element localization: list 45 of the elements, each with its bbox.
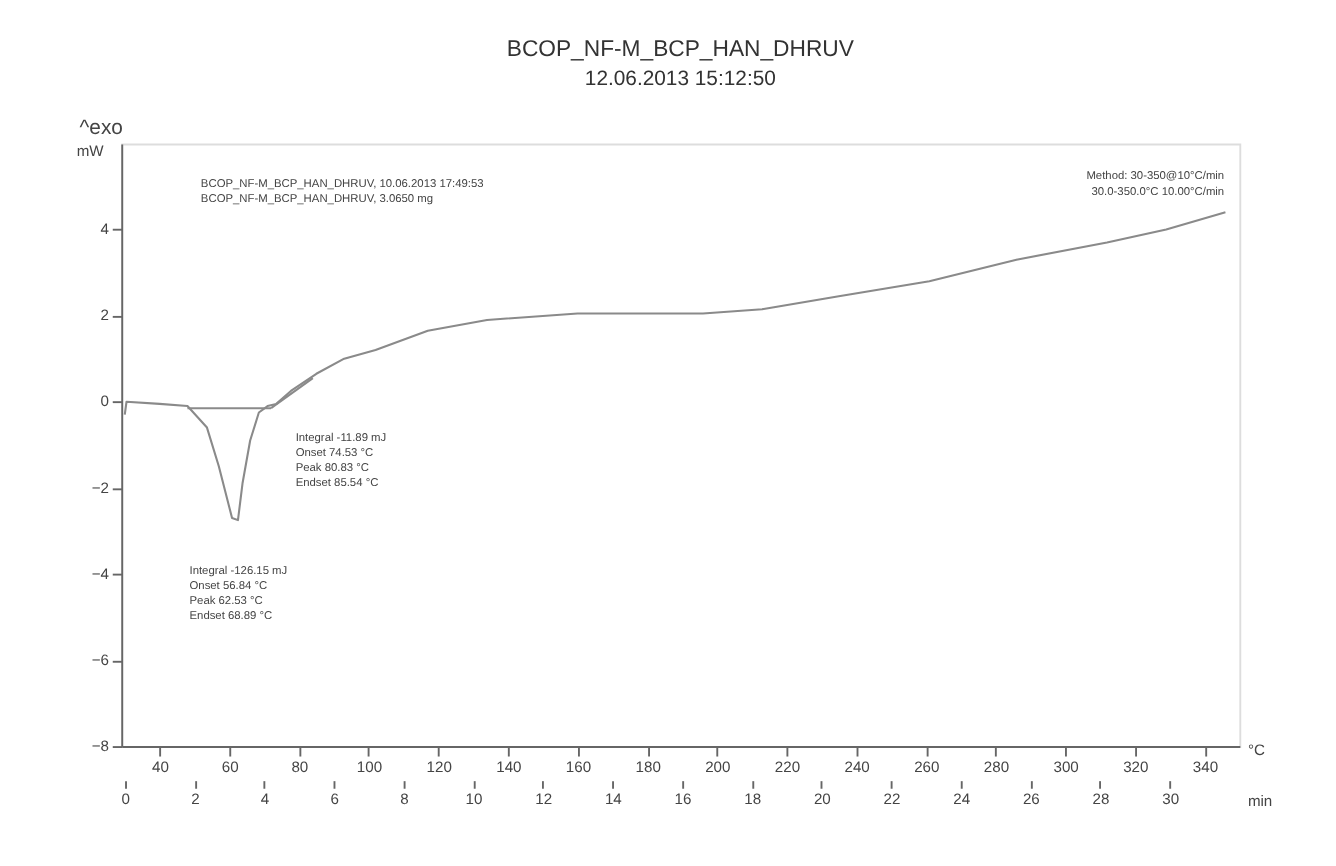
x2-tick-label: 18 [744, 789, 762, 808]
x2-tick-label: 28 [1092, 789, 1110, 808]
chart-subtitle: 12.06.2013 15:12:50 [584, 68, 777, 91]
x2-tick-label: 30 [1162, 789, 1180, 808]
y-tick-label: −2 [91, 478, 109, 497]
x-axis-title: °C [1247, 740, 1266, 759]
x-tick-label: 140 [496, 757, 522, 776]
x2-tick-label: 10 [465, 789, 483, 808]
x-tick-label: 100 [356, 757, 383, 776]
x-tick-label: 80 [291, 757, 309, 776]
x-tick-label: 160 [565, 757, 592, 776]
x-tick-label: 40 [152, 757, 169, 776]
y-axis-title: mW [76, 141, 106, 160]
x2-tick-label: 0 [121, 789, 130, 808]
chart-title: BCOP_NF-M_BCP_HAN_DHRUV [506, 38, 855, 63]
x2-tick-label: 8 [400, 789, 409, 808]
x-tick-label: 180 [635, 757, 661, 776]
text: ^exo [79, 118, 124, 141]
x-tick-label: 220 [774, 757, 801, 776]
x-tick-label: 260 [914, 757, 940, 776]
y-tick-label: 2 [100, 306, 109, 325]
x2-tick-label: 2 [191, 789, 200, 808]
x2-tick-label: 14 [604, 789, 622, 808]
x2-tick-label: 16 [674, 789, 692, 808]
y-tick-label: 4 [100, 220, 109, 239]
y-tick-label: −8 [91, 736, 109, 755]
x-tick-label: 200 [705, 757, 731, 776]
x-tick-label: 320 [1123, 757, 1149, 776]
y-tick-label: 0 [100, 392, 109, 411]
x2-tick-label: 12 [535, 789, 553, 808]
y-tick-label: −6 [91, 650, 109, 669]
x-tick-label: 300 [1053, 757, 1079, 776]
x-tick-label: 340 [1192, 757, 1219, 776]
x2-tick-label: 4 [260, 789, 270, 808]
x2-axis-title: min [1247, 791, 1273, 810]
x-tick-label: 280 [983, 757, 1010, 776]
x-tick-label: 60 [221, 757, 239, 776]
x-tick-label: 120 [426, 757, 452, 776]
y-tick-label: −4 [91, 564, 109, 583]
x2-tick-label: 24 [953, 789, 971, 808]
x-tick-label: 240 [844, 757, 870, 776]
x2-tick-label: 20 [813, 789, 831, 808]
x2-tick-label: 26 [1022, 789, 1040, 808]
x2-tick-label: 22 [883, 789, 901, 808]
x2-tick-label: 6 [330, 789, 339, 808]
